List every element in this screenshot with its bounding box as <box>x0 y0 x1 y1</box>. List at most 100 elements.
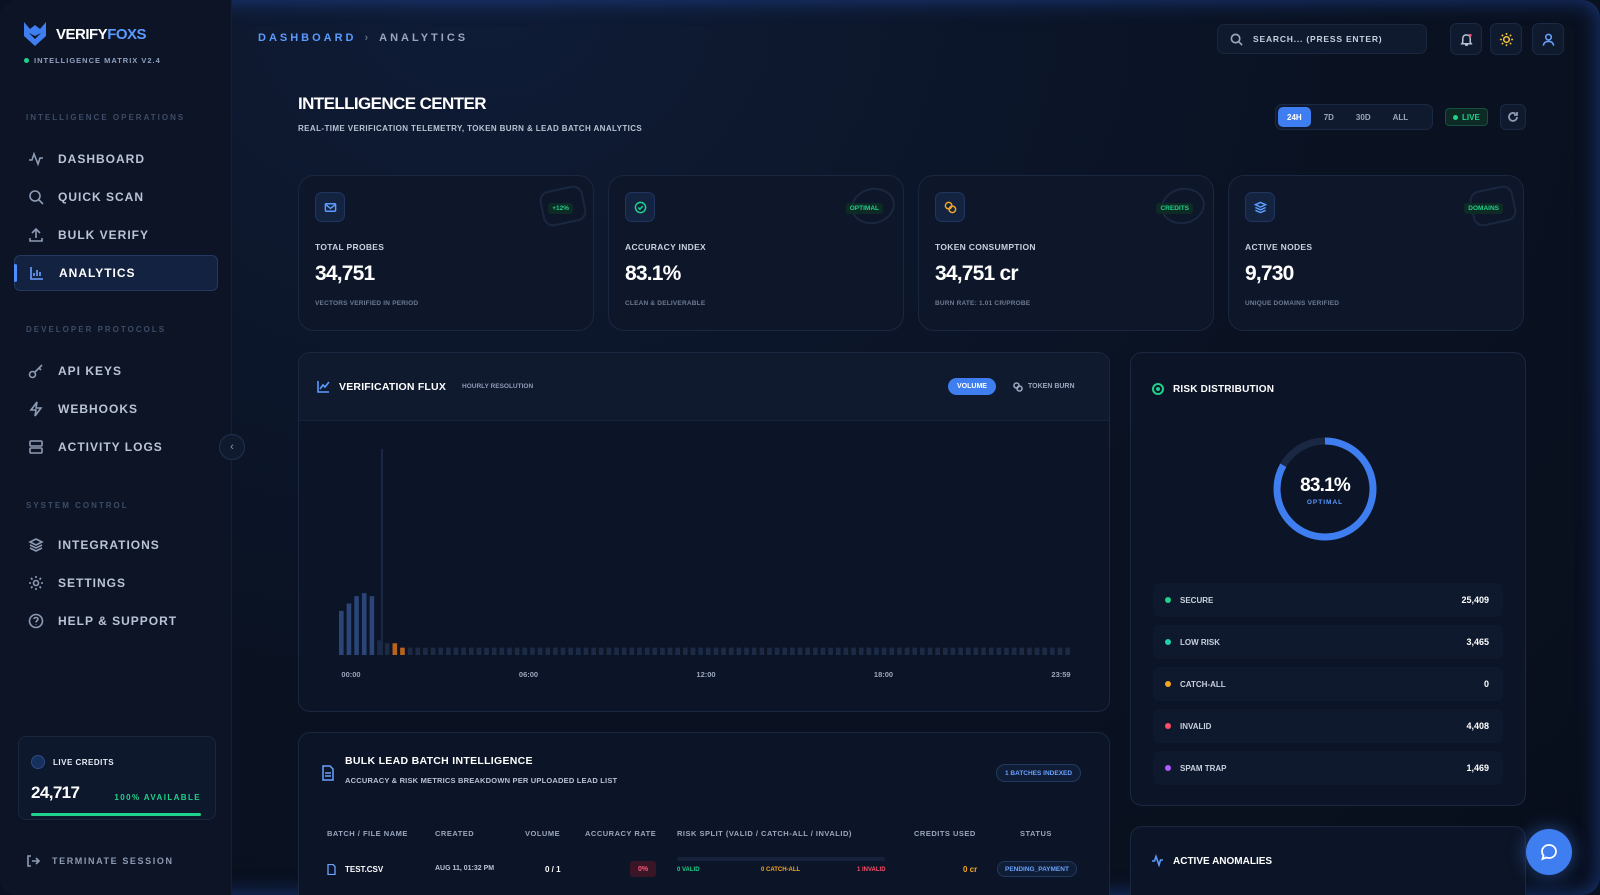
flux-bar[interactable] <box>660 647 665 655</box>
risk-row-invalid[interactable]: INVALID 4,408 <box>1153 709 1503 743</box>
flux-bar[interactable] <box>759 647 765 655</box>
flux-bar[interactable] <box>683 647 688 655</box>
flux-bar[interactable] <box>629 647 635 655</box>
flux-bar[interactable] <box>537 647 543 655</box>
sidebar-item-bulk-verify[interactable]: BULK VERIFY <box>14 217 218 253</box>
flux-bar[interactable] <box>828 647 833 655</box>
flux-bar[interactable] <box>675 647 681 655</box>
flux-bar[interactable] <box>973 647 979 655</box>
flux-bar[interactable] <box>1042 647 1048 655</box>
flux-bar[interactable] <box>446 647 451 655</box>
flux-bar[interactable] <box>774 647 780 655</box>
flux-bar[interactable] <box>835 647 841 655</box>
flux-bar[interactable] <box>698 647 703 655</box>
flux-bar[interactable] <box>400 647 405 655</box>
flux-bar[interactable] <box>499 647 505 655</box>
flux-bar[interactable] <box>407 647 413 655</box>
flux-bar[interactable] <box>377 640 382 655</box>
flux-bar[interactable] <box>553 647 558 655</box>
flux-bar[interactable] <box>461 647 466 655</box>
flux-bar[interactable] <box>736 647 742 655</box>
flux-bar[interactable] <box>530 647 535 655</box>
flux-bar[interactable] <box>965 647 971 655</box>
risk-row-catch-all[interactable]: CATCH-ALL 0 <box>1153 667 1503 701</box>
flux-bar[interactable] <box>415 647 421 655</box>
flux-bar[interactable] <box>805 647 810 655</box>
flux-bar[interactable] <box>652 647 658 655</box>
flux-bar[interactable] <box>491 647 497 655</box>
sidebar-item-dashboard[interactable]: DASHBOARD <box>14 141 218 177</box>
flux-bar[interactable] <box>866 647 872 655</box>
flux-bar[interactable] <box>874 647 879 655</box>
flux-bar[interactable] <box>728 647 734 655</box>
search-box[interactable] <box>1217 24 1427 54</box>
flux-bar[interactable] <box>637 647 642 655</box>
column-header-volume[interactable]: VOLUME <box>525 829 561 838</box>
risk-row-secure[interactable]: SECURE 25,409 <box>1153 583 1503 617</box>
flux-bar[interactable] <box>706 647 711 655</box>
flux-bar[interactable] <box>927 647 933 655</box>
flux-bar[interactable] <box>813 647 818 655</box>
flux-bar[interactable] <box>1057 647 1063 655</box>
flux-bar[interactable] <box>958 647 963 655</box>
flux-bar[interactable] <box>904 647 910 655</box>
flux-bar[interactable] <box>897 647 902 655</box>
flux-bar[interactable] <box>782 647 788 655</box>
flux-bar[interactable] <box>423 647 428 655</box>
brand-logo[interactable]: VERIFYFOXS <box>22 20 147 48</box>
flux-bar[interactable] <box>438 647 443 655</box>
flux-bar[interactable] <box>721 647 726 655</box>
flux-bar[interactable] <box>339 610 344 655</box>
flux-bar[interactable] <box>943 647 948 655</box>
flux-bar[interactable] <box>545 647 551 655</box>
range-24h-button[interactable]: 24H <box>1278 107 1311 127</box>
column-header-accuracy[interactable]: ACCURACY RATE <box>585 829 657 838</box>
flux-bar[interactable] <box>843 647 849 655</box>
sidebar-item-help-support[interactable]: HELP & SUPPORT <box>14 603 218 639</box>
flux-bar[interactable] <box>560 647 566 655</box>
flux-bar[interactable] <box>392 643 398 655</box>
sidebar-item-integrations[interactable]: INTEGRATIONS <box>14 527 218 563</box>
sidebar-item-analytics[interactable]: ANALYTICS <box>14 255 218 291</box>
flux-bar[interactable] <box>996 647 1002 655</box>
risk-row-low-risk[interactable]: LOW RISK 3,465 <box>1153 625 1503 659</box>
terminate-session-button[interactable]: TERMINATE SESSION <box>26 854 174 868</box>
flux-bar[interactable] <box>988 647 994 655</box>
profile-button[interactable] <box>1532 23 1564 55</box>
flux-bar[interactable] <box>950 647 956 655</box>
flux-bar[interactable] <box>507 647 512 655</box>
flux-bar[interactable] <box>790 647 795 655</box>
column-header-status[interactable]: STATUS <box>1020 829 1052 838</box>
flux-bar[interactable] <box>713 647 719 655</box>
flux-bar[interactable] <box>369 596 375 655</box>
flux-bar[interactable] <box>346 603 352 656</box>
flux-bar[interactable] <box>1034 647 1040 655</box>
flux-bar[interactable] <box>354 596 359 655</box>
flux-bar[interactable] <box>614 647 619 655</box>
flux-bar[interactable] <box>591 647 596 655</box>
range-7d-button[interactable]: 7D <box>1323 112 1334 122</box>
flux-bar[interactable] <box>981 647 986 655</box>
range-30d-button[interactable]: 30D <box>1355 112 1371 122</box>
sidebar-item-webhooks[interactable]: WEBHOOKS <box>14 391 218 427</box>
flux-bar[interactable] <box>1004 647 1009 655</box>
chat-support-button[interactable] <box>1526 829 1572 875</box>
flux-bar[interactable] <box>744 647 749 655</box>
flux-bar[interactable] <box>1019 647 1025 655</box>
flux-bar[interactable] <box>384 643 390 655</box>
flux-bar[interactable] <box>568 647 573 655</box>
flux-bar[interactable] <box>920 647 925 655</box>
collapse-sidebar-button[interactable]: ‹ <box>219 434 245 460</box>
column-header-credits[interactable]: CREDITS USED <box>914 829 976 838</box>
flux-bar[interactable] <box>1011 647 1017 655</box>
flux-bar[interactable] <box>453 647 459 655</box>
flux-bar[interactable] <box>889 647 895 655</box>
flux-bar[interactable] <box>514 647 520 655</box>
flux-bar[interactable] <box>484 647 489 655</box>
flux-bar[interactable] <box>583 647 589 655</box>
flux-bar[interactable] <box>621 647 627 655</box>
flux-bar[interactable] <box>1027 647 1032 655</box>
notifications-button[interactable] <box>1450 23 1482 55</box>
flux-bar[interactable] <box>1050 647 1055 655</box>
flux-bar[interactable] <box>644 647 650 655</box>
